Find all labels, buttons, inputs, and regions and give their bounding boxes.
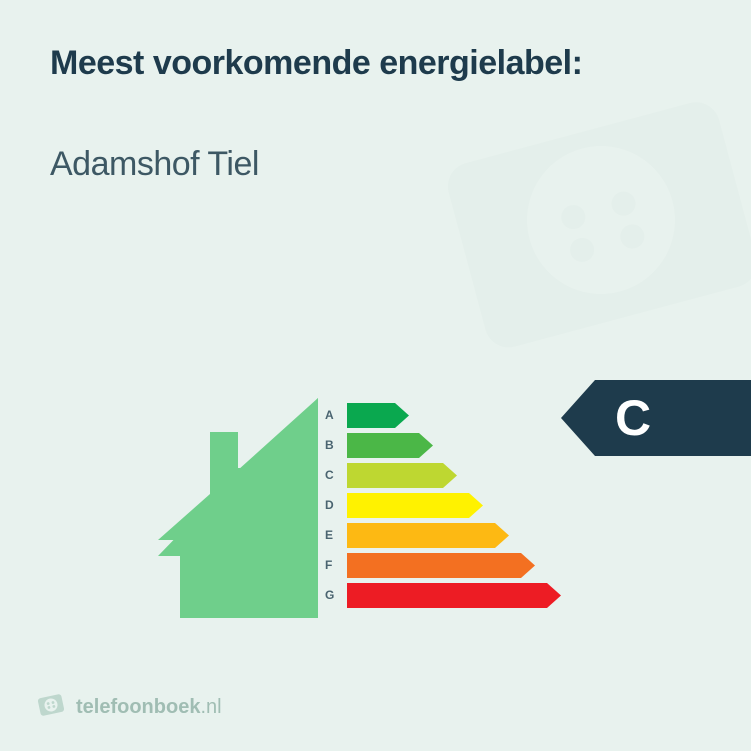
bar-label: C (325, 468, 343, 482)
footer-brand: telefoonboek.nl (36, 690, 222, 725)
bar-shape (347, 463, 457, 488)
footer-brand-bold: telefoonboek (76, 696, 200, 718)
energy-bar-g: G (325, 580, 561, 610)
energy-bar-b: B (325, 430, 561, 460)
result-badge: C (561, 380, 751, 461)
energy-bar-a: A (325, 400, 561, 430)
bar-shape (347, 493, 483, 518)
bar-label: F (325, 558, 343, 572)
energy-bar-e: E (325, 520, 561, 550)
energy-bar-f: F (325, 550, 561, 580)
bar-label: E (325, 528, 343, 542)
energy-label-chart: A B C D E F G C (0, 380, 751, 660)
page-title: Meest voorkomende energielabel: (50, 44, 701, 83)
house-icon (158, 398, 318, 621)
energy-bar-d: D (325, 490, 561, 520)
bar-shape (347, 583, 561, 608)
bar-shape (347, 403, 409, 428)
result-label: C (615, 389, 652, 447)
energy-bar-c: C (325, 460, 561, 490)
book-icon (36, 690, 66, 725)
location-name: Adamshof Tiel (50, 145, 701, 184)
bar-label: D (325, 498, 343, 512)
bar-label: G (325, 588, 343, 602)
footer-brand-light: .nl (200, 696, 221, 718)
bar-shape (347, 523, 509, 548)
bar-label: B (325, 438, 343, 452)
bar-shape (347, 553, 535, 578)
bar-shape (347, 433, 433, 458)
bar-label: A (325, 408, 343, 422)
energy-bars: A B C D E F G (325, 400, 561, 610)
